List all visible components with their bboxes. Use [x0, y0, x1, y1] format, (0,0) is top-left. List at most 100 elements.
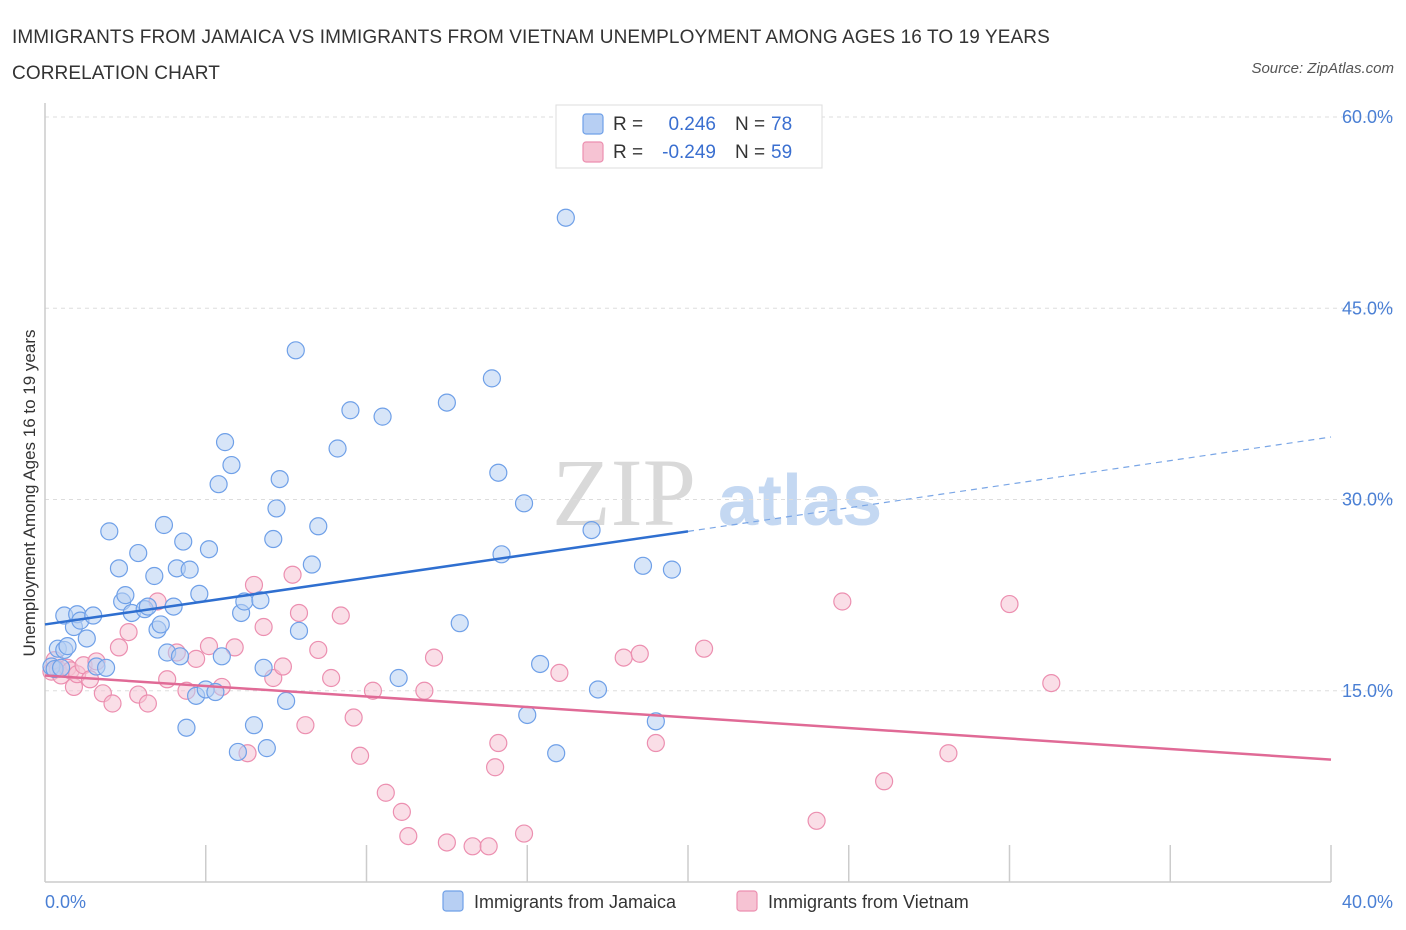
jamaica-point-59 — [373, 407, 392, 426]
chart-title: IMMIGRANTS FROM JAMAICA VS IMMIGRANTS FR… — [12, 27, 1050, 84]
vietnam-point-47 — [486, 758, 505, 777]
legend-n-value-vietnam: 59 — [771, 142, 792, 163]
vietnam-point-44 — [437, 833, 456, 852]
y-tick-label-60: 60.0% — [1342, 107, 1393, 127]
vietnam-point-13 — [109, 638, 129, 657]
jamaica-point-70 — [556, 208, 575, 227]
jamaica-point-15 — [109, 559, 129, 578]
jamaica-point-67 — [518, 705, 537, 725]
legend-n-label-vietnam: N = — [735, 142, 765, 163]
vietnam-point-53 — [646, 733, 665, 753]
jamaica-point-73 — [633, 556, 653, 575]
jamaica-point-22 — [145, 566, 164, 586]
vietnam-point-46 — [479, 837, 498, 856]
vietnam-point-16 — [138, 694, 157, 713]
vietnam-point-27 — [254, 617, 273, 637]
jamaica-point-69 — [547, 744, 566, 763]
y-axis-label: Unemployment Among Ages 16 to 19 years — [20, 330, 39, 657]
jamaica-point-52 — [277, 691, 296, 711]
vietnam-point-43 — [424, 648, 444, 667]
vietnam-point-39 — [376, 783, 395, 802]
vietnam-point-14 — [119, 622, 138, 642]
vietnam-point-30 — [283, 565, 302, 584]
jamaica-point-48 — [257, 739, 276, 758]
jamaica-point-41 — [222, 455, 241, 475]
jamaica-point-45 — [244, 716, 264, 735]
vietnam-point-57 — [875, 772, 894, 791]
jamaica-point-62 — [450, 614, 469, 633]
jamaica-point-38 — [209, 475, 228, 494]
vietnam-point-36 — [344, 708, 363, 727]
jamaica-point-57 — [328, 439, 347, 458]
legend-r-value-vietnam: -0.249 — [662, 142, 716, 163]
jamaica-point-30 — [174, 532, 193, 551]
bottom-legend-label-jamaica: Immigrants from Jamaica — [474, 892, 677, 912]
vietnam-point-48 — [489, 733, 508, 753]
vietnam-point-38 — [363, 681, 383, 700]
jamaica-point-61 — [437, 393, 456, 412]
jamaica-point-31 — [177, 718, 196, 737]
legend-n-value-jamaica: 78 — [771, 114, 792, 135]
jamaica-point-58 — [341, 401, 360, 420]
vietnam-point-41 — [399, 826, 418, 846]
jamaica-point-6 — [58, 637, 77, 656]
vietnam-point-58 — [939, 744, 958, 763]
vietnam-point-55 — [807, 811, 826, 830]
y-tick-label-30: 30.0% — [1342, 490, 1393, 510]
jamaica-point-68 — [531, 654, 550, 674]
jamaica-point-54 — [289, 621, 309, 640]
watermark-zip: ZIP — [552, 439, 696, 546]
y-tick-label-15: 15.0% — [1342, 681, 1393, 701]
vietnam-point-51 — [614, 648, 633, 667]
vietnam-point-35 — [331, 606, 350, 625]
vietnam-point-32 — [296, 716, 315, 735]
jamaica-point-25 — [154, 515, 174, 535]
jamaica-point-32 — [180, 560, 199, 579]
y-tick-labels: 15.0% 30.0% 45.0% 60.0% — [1342, 107, 1393, 701]
series-legend: Immigrants from Jamaica Immigrants from … — [442, 890, 969, 912]
vietnam-point-60 — [1042, 673, 1061, 693]
vietnam-point-42 — [415, 681, 434, 700]
x-tick-label-min: 0.0% — [45, 892, 86, 912]
legend-n-label-jamaica: N = — [735, 114, 765, 135]
jamaica-point-71 — [582, 520, 601, 540]
jamaica-point-50 — [267, 499, 286, 518]
trend-lines — [44, 436, 1332, 761]
vietnam-point-52 — [630, 644, 649, 663]
jamaica-point-56 — [309, 517, 328, 536]
vietnam-point-12 — [103, 694, 122, 713]
jamaica-point-64 — [489, 463, 508, 482]
jamaica-trend-line — [44, 530, 689, 626]
vietnam-point-24 — [225, 638, 244, 657]
jamaica-point-42 — [228, 742, 247, 762]
correlation-legend: R = 0.246 N = 78 R = -0.249 N = 59 — [555, 104, 823, 169]
jamaica-point-75 — [662, 560, 682, 579]
jamaica-point-55 — [302, 555, 321, 574]
vietnam-point-37 — [350, 746, 370, 765]
legend-r-label-vietnam: R = — [613, 142, 643, 163]
vietnam-point-33 — [309, 640, 328, 660]
jamaica-point-51 — [270, 470, 289, 489]
jamaica-point-49 — [264, 529, 283, 549]
vietnam-point-45 — [463, 837, 482, 856]
y-tick-label-45: 45.0% — [1342, 298, 1393, 318]
jamaica-point-40 — [215, 433, 235, 452]
vietnam-point-40 — [392, 802, 411, 821]
vietnam-point-31 — [289, 603, 309, 623]
legend-swatch-jamaica — [582, 113, 604, 135]
vietnam-point-34 — [322, 668, 341, 688]
vietnam-point-29 — [273, 657, 293, 676]
vietnam-point-50 — [550, 663, 569, 683]
source-label: Source: ZipAtlas.com — [1251, 60, 1394, 77]
vietnam-point-49 — [514, 824, 534, 843]
jamaica-point-63 — [482, 369, 501, 388]
jamaica-point-34 — [190, 584, 209, 603]
x-tick-label-max: 40.0% — [1342, 892, 1393, 912]
jamaica-point-24 — [151, 615, 170, 634]
bottom-legend-swatch-jamaica — [442, 890, 464, 912]
vietnam-point-59 — [1000, 594, 1019, 614]
legend-r-value-jamaica: 0.246 — [668, 114, 716, 135]
jamaica-point-21 — [138, 597, 157, 616]
jamaica-point-10 — [77, 629, 96, 648]
